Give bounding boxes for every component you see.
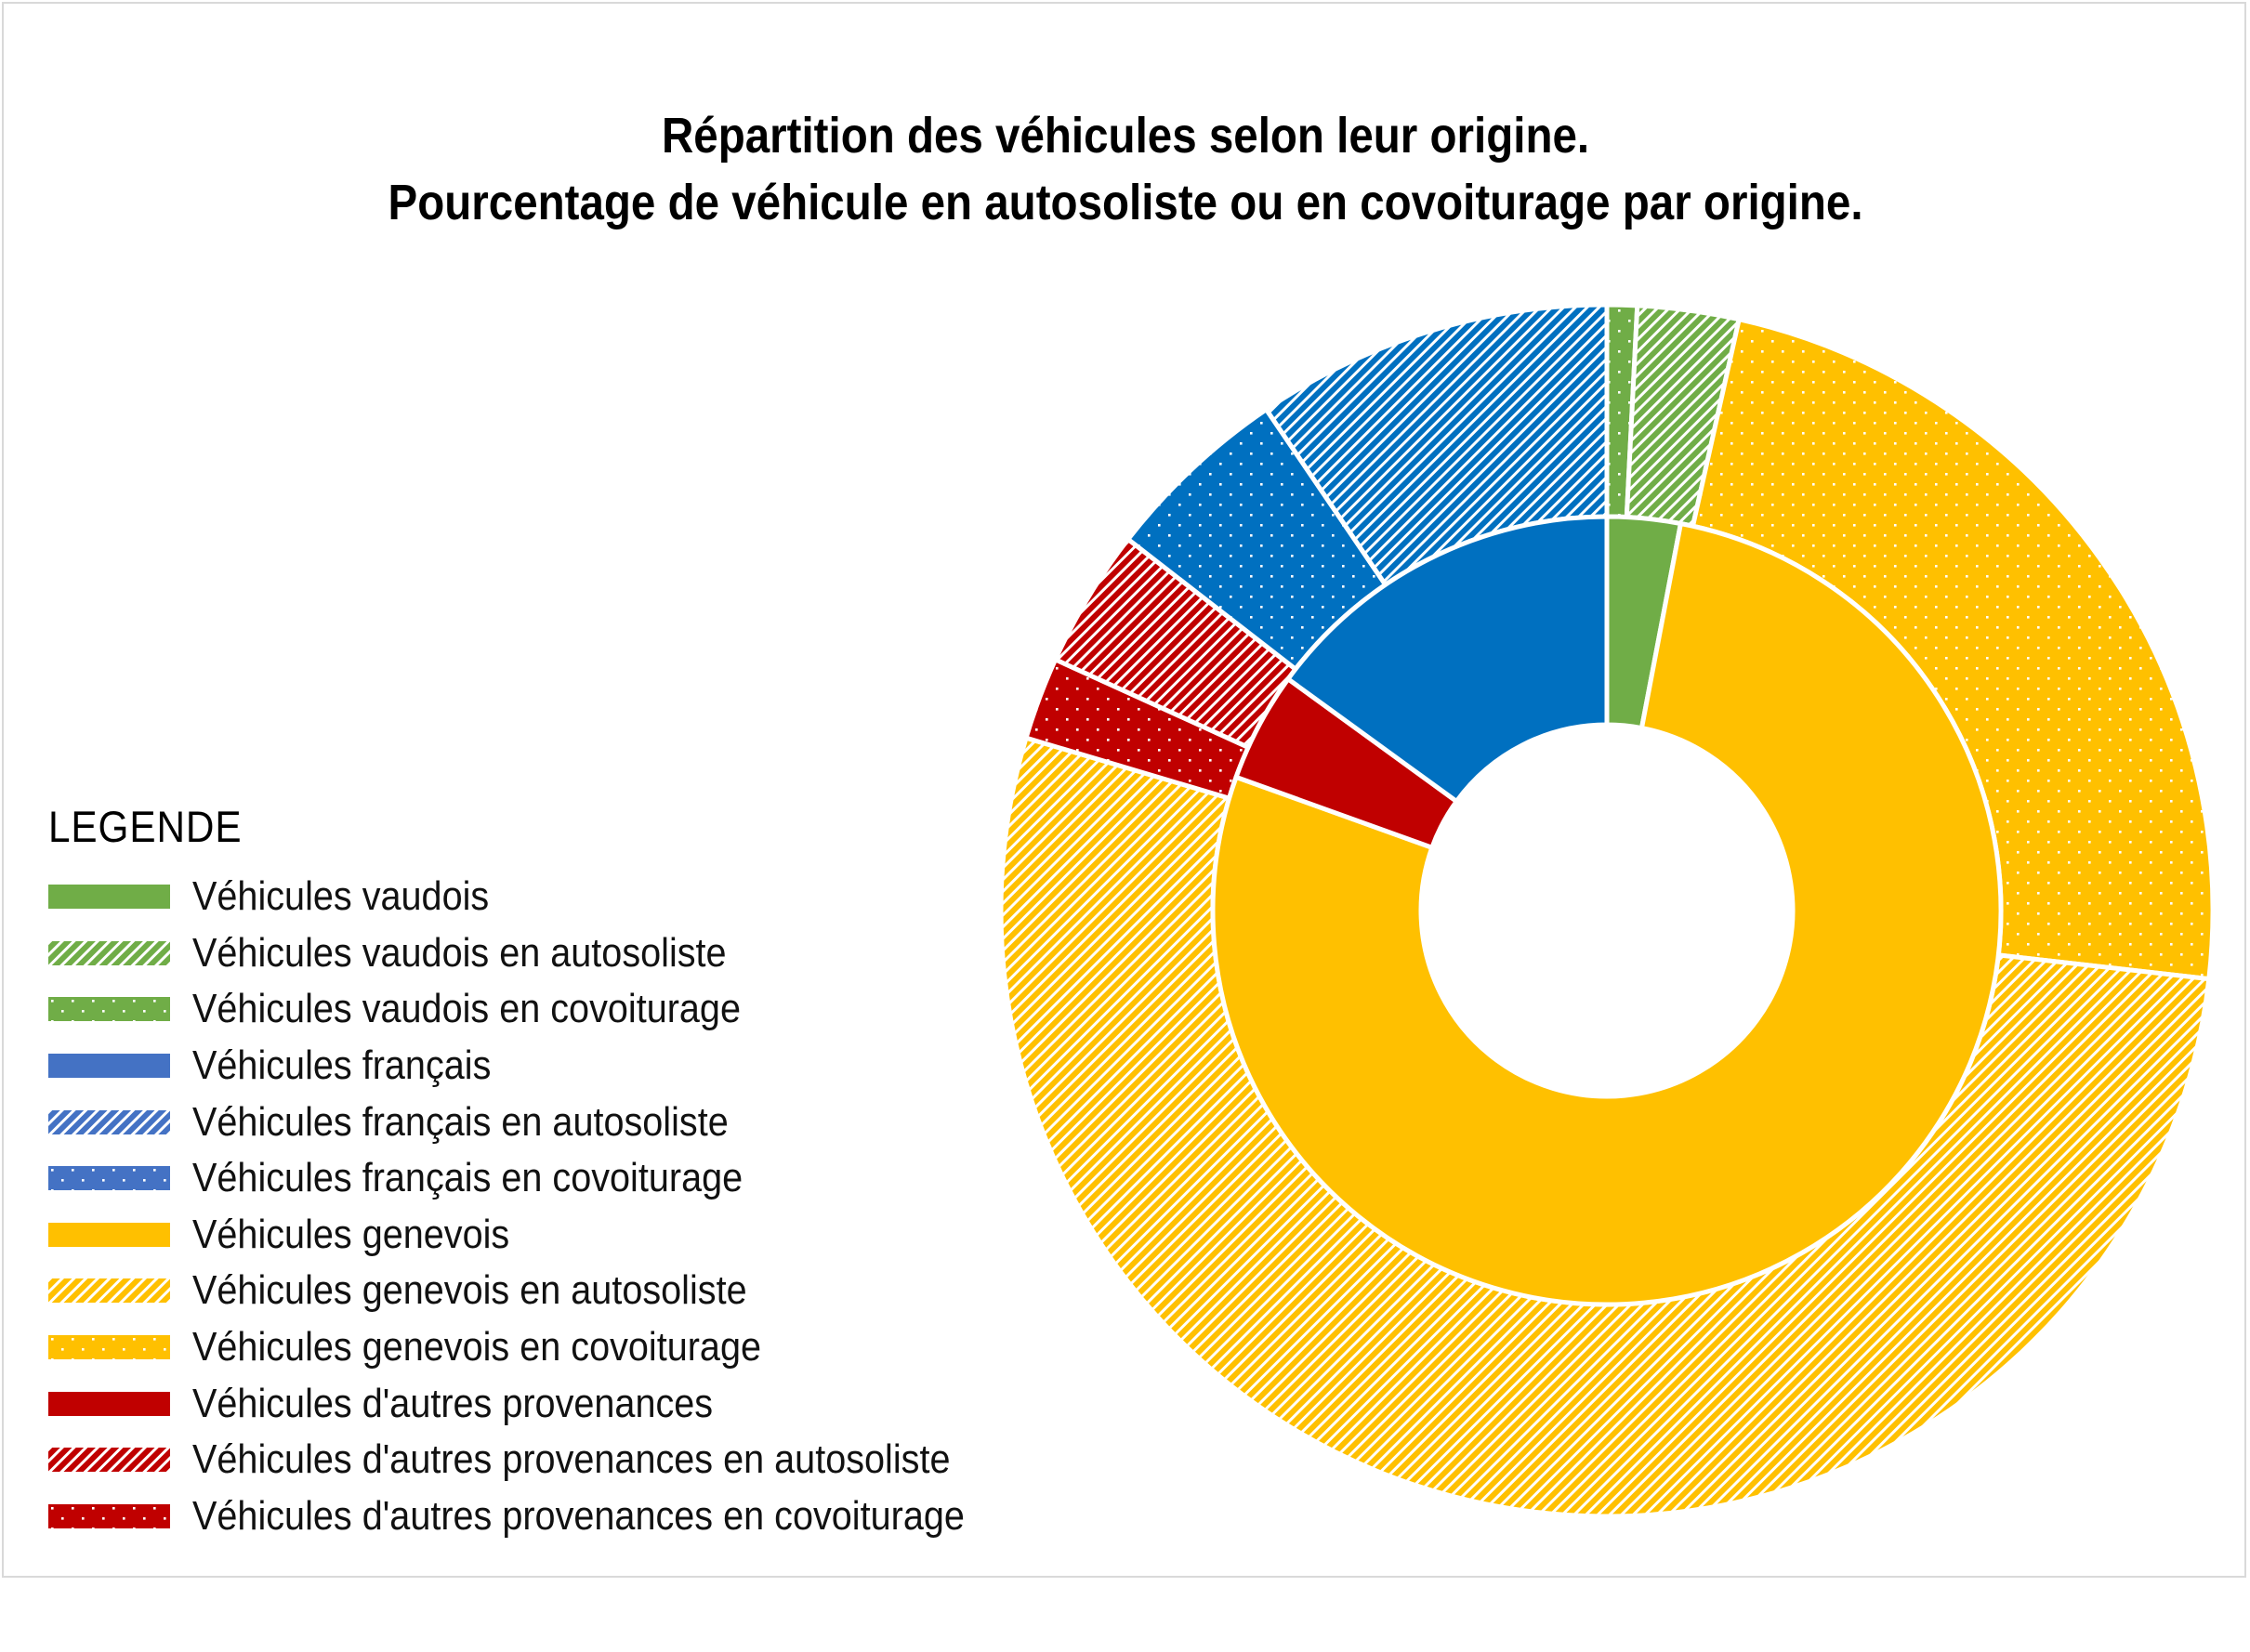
inner-slice-vhiculesgenevois — [1210, 521, 2004, 1307]
legend-label: Véhicules vaudois — [192, 873, 490, 920]
legend-label: Véhicules français en autosoliste — [192, 1098, 729, 1145]
legend-swatch — [48, 1391, 170, 1416]
legend-swatch — [48, 997, 170, 1022]
legend-entry: Véhicules d'autres provenances en covoit… — [48, 1488, 1050, 1545]
legend: LEGENDE Véhicules vaudois Véhicules vaudo… — [48, 801, 1050, 1544]
legend-label: Véhicules vaudois en covoiturage — [192, 986, 741, 1032]
legend-swatch — [48, 1222, 170, 1247]
legend-entry: Véhicules d'autres provenances — [48, 1375, 1050, 1432]
legend-entry: Véhicules d'autres provenances en autoso… — [48, 1432, 1050, 1488]
legend-entry: Véhicules genevois en autosoliste — [48, 1263, 1050, 1319]
legend-swatch — [48, 1448, 170, 1473]
legend-entry: Véhicules genevois — [48, 1207, 1050, 1264]
legend-swatch — [48, 1054, 170, 1079]
chart-title-line-1: Répartition des véhicules selon leur ori… — [661, 108, 1590, 164]
legend-title: LEGENDE — [48, 802, 243, 851]
inner-slice-vhiculesfranais — [1285, 514, 1610, 804]
legend-label: Véhicules genevois — [192, 1211, 510, 1257]
legend-entry: Véhicules français en autosoliste — [48, 1094, 1050, 1150]
chart-title: Répartition des véhicules selon leur ori… — [136, 102, 2115, 236]
legend-swatch — [48, 1109, 170, 1134]
legend-entry: Véhicules vaudois en autosoliste — [48, 925, 1050, 982]
legend-swatch — [48, 1278, 170, 1304]
legend-label: Véhicules français en covoiturage — [192, 1155, 743, 1201]
legend-entry: Véhicules vaudois — [48, 869, 1050, 925]
legend-swatch — [48, 1503, 170, 1528]
legend-entry: Véhicules vaudois en covoiturage — [48, 981, 1050, 1038]
chart-title-line-2: Pourcentage de véhicule en autosoliste o… — [388, 175, 1863, 230]
legend-swatch — [48, 885, 170, 910]
legend-label: Véhicules d'autres provenances en covoit… — [192, 1492, 965, 1539]
legend-label: Véhicules d'autres provenances en autoso… — [192, 1436, 951, 1483]
legend-swatch — [48, 1335, 170, 1360]
legend-label: Véhicules genevois en autosoliste — [192, 1267, 747, 1314]
inner-ring — [1210, 514, 2004, 1307]
legend-label: Véhicules vaudois en autosoliste — [192, 929, 727, 976]
legend-swatch — [48, 1166, 170, 1191]
legend-label: Véhicules genevois en covoiturage — [192, 1324, 762, 1370]
legend-label: Véhicules d'autres provenances — [192, 1380, 714, 1426]
legend-entry: Véhicules français en covoiturage — [48, 1150, 1050, 1207]
legend-label: Véhicules français — [192, 1042, 492, 1089]
legend-entry: Véhicules français — [48, 1038, 1050, 1095]
legend-swatch — [48, 940, 170, 965]
outer-ring — [998, 302, 2216, 1519]
legend-list: Véhicules vaudois Véhicules vaudois en au… — [48, 869, 1050, 1544]
legend-entry: Véhicules genevois en covoiturage — [48, 1319, 1050, 1376]
